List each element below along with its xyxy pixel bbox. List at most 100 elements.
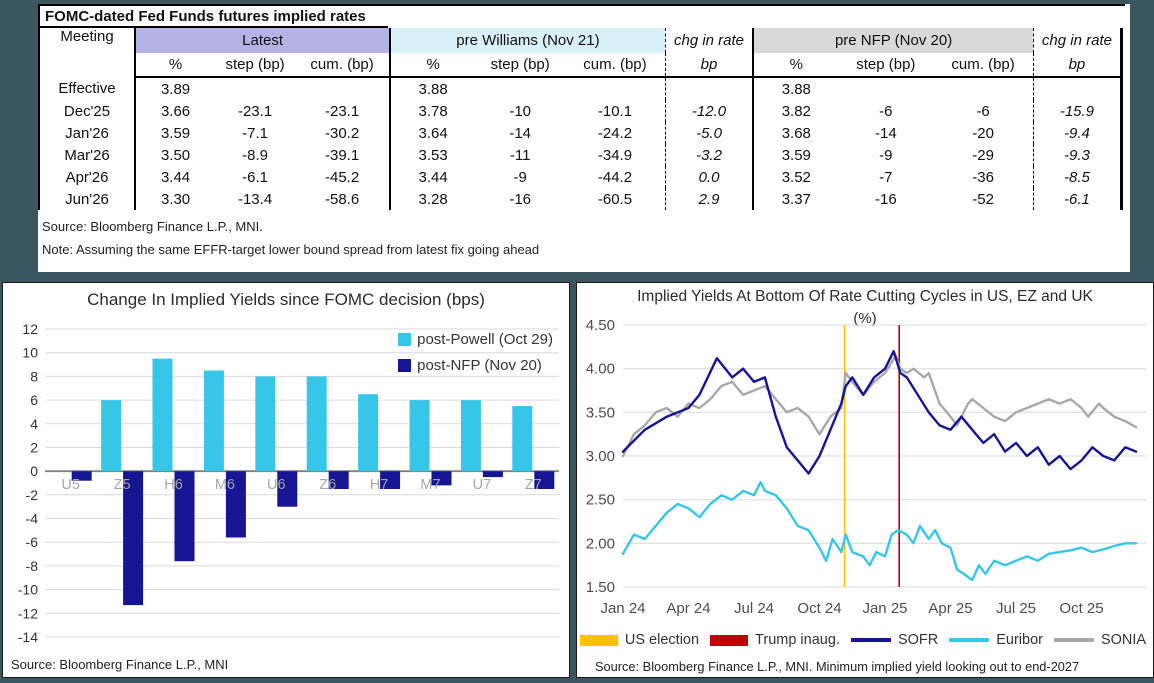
- rate-cutting-cycles-line-chart: Implied Yields At Bottom Of Rate Cutting…: [576, 282, 1154, 678]
- table-cell: [1032, 77, 1124, 100]
- svg-text:6: 6: [30, 392, 38, 408]
- table-cell: 3.37: [752, 188, 839, 210]
- table-cell: -44.2: [597, 168, 633, 186]
- col-group-pre-williams: pre Williams (Nov 21): [389, 28, 666, 53]
- table-cell: -10: [509, 102, 532, 120]
- table-cell: 3.44: [134, 166, 216, 188]
- table-cell: 3.59: [752, 144, 839, 166]
- table-row: Mar'26 3.50 -8.9 -39.1 3.53 -11 -34.9 -3.2 3.59 -…: [40, 144, 1124, 166]
- svg-text:Z5: Z5: [114, 477, 131, 493]
- svg-text:-10: -10: [18, 582, 38, 598]
- post-powell-swatch: [398, 333, 412, 346]
- table-cell: -52: [972, 190, 994, 208]
- table-cell: 3.44: [389, 166, 476, 188]
- table-cell: -23.1: [237, 102, 273, 120]
- line-chart-legend: US election Trump inaug. SOFR Euribor SO…: [577, 632, 1153, 648]
- sofr-swatch: [850, 638, 891, 642]
- meeting-cell: Jun'26: [65, 190, 109, 208]
- line-chart-title: Implied Yields At Bottom Of Rate Cutting…: [637, 288, 1093, 305]
- bar-post-nfp-U6: [277, 471, 298, 507]
- table-cell: -6.1: [242, 168, 268, 186]
- table-cell: 3.66: [134, 100, 216, 122]
- table-cell: -9.3: [1032, 144, 1124, 166]
- table-cell: -11: [509, 146, 531, 164]
- svg-text:H7: H7: [370, 477, 389, 493]
- bar-chart-legend: post-Powell (Oct 29) post-NFP (Nov 20): [398, 331, 553, 383]
- table-cell: -16: [874, 190, 897, 208]
- col-williams-pct: %: [389, 53, 476, 78]
- col-group-chg-nfp: chg in rate: [1032, 28, 1124, 53]
- euribor-line: [621, 480, 1138, 582]
- svg-text:12: 12: [22, 321, 38, 337]
- table-sub-header-row: % step (bp) cum. (bp) % step (bp) cum. (…: [40, 53, 1124, 78]
- col-williams-cum: cum. (bp): [565, 53, 666, 78]
- col-group-chg-williams: chg in rate: [664, 28, 754, 53]
- svg-text:4.50: 4.50: [586, 317, 615, 334]
- sonia-swatch: [1053, 638, 1094, 642]
- bar-post-powell-Z6: [306, 376, 327, 472]
- svg-text:3.00: 3.00: [586, 448, 615, 465]
- bar-post-powell-H7: [358, 394, 379, 472]
- legend-label-euribor: Euribor: [996, 632, 1043, 648]
- table-row: Dec'25 3.66 -23.1 -23.1 3.78 -10 -10.1 -12.0 3.8…: [40, 100, 1124, 122]
- bar-post-nfp-M7: [431, 471, 452, 486]
- table-cell: [295, 77, 390, 100]
- legend-label-sofr: SOFR: [897, 632, 939, 648]
- table-cell: -7.1: [242, 124, 268, 142]
- table-cell: -23.1: [325, 102, 360, 120]
- table-cell: -6: [879, 102, 893, 120]
- table-cell: 0.0: [664, 166, 754, 188]
- svg-text:Jul 24: Jul 24: [734, 600, 774, 617]
- svg-text:Jan 25: Jan 25: [862, 600, 907, 617]
- table-cell: 3.30: [134, 188, 216, 210]
- line-chart-axis-unit: (%): [853, 310, 877, 327]
- table-cell: [475, 77, 565, 100]
- bar-post-powell-U6: [255, 376, 276, 472]
- table-cell: -8.9: [242, 146, 268, 164]
- table-cell: -5.0: [664, 122, 754, 144]
- sonia-line: [621, 354, 1138, 458]
- table-row: Apr'26 3.44 -6.1 -45.2 3.44 -9 -44.2 0.0 3.52 -7 -…: [40, 166, 1124, 188]
- bar-post-powell-U7: [460, 400, 481, 472]
- svg-text:Z7: Z7: [525, 477, 542, 493]
- table-cell: 3.68: [752, 122, 839, 144]
- table-note: Note: Assuming the same EFFR-target lowe…: [42, 242, 540, 257]
- table-cell: -9: [513, 168, 527, 186]
- svg-text:4.00: 4.00: [586, 361, 615, 378]
- bar-post-powell-M7: [409, 400, 430, 472]
- svg-text:Apr 24: Apr 24: [666, 600, 710, 617]
- col-nfp-step: step (bp): [838, 53, 934, 78]
- svg-text:4: 4: [30, 416, 38, 432]
- sofr-line: [621, 350, 1138, 475]
- table-cell: -10.1: [597, 102, 633, 120]
- svg-text:-14: -14: [18, 629, 38, 645]
- svg-text:-12: -12: [18, 605, 38, 621]
- col-nfp-pct: %: [752, 53, 839, 78]
- svg-text:-6: -6: [26, 534, 39, 550]
- bar-post-nfp-U5: [71, 471, 92, 481]
- table-source: Source: Bloomberg Finance L.P., MNI.: [42, 219, 263, 234]
- trump-inaug-swatch: [710, 634, 749, 646]
- table-cell: 3.89: [134, 77, 216, 100]
- svg-text:M7: M7: [420, 477, 440, 493]
- table-row: Jan'26 3.59 -7.1 -30.2 3.64 -14 -24.2 -5.0 3.68 -…: [40, 122, 1124, 144]
- meeting-cell: Jan'26: [65, 124, 109, 142]
- legend-label-us-election: US election: [624, 632, 700, 648]
- table-row: Effective 3.89 3.88 3.88: [40, 77, 1124, 100]
- table-cell: -14: [874, 124, 897, 142]
- col-nfp-cum: cum. (bp): [933, 53, 1034, 78]
- fed-funds-table: Meeting Latest pre Williams (Nov 21) chg…: [40, 28, 1124, 210]
- table-cell: 3.53: [389, 144, 476, 166]
- legend-label: post-Powell (Oct 29): [417, 331, 553, 348]
- col-latest-pct: %: [134, 53, 216, 78]
- bar-post-powell-H6: [152, 358, 173, 472]
- table-cell: -20: [972, 124, 994, 142]
- table-cell: [838, 77, 933, 100]
- bar-post-nfp-U7: [482, 471, 503, 478]
- table-cell: -6: [976, 102, 990, 120]
- table-cell: 3.82: [752, 100, 839, 122]
- svg-text:Oct 25: Oct 25: [1059, 600, 1103, 617]
- col-chg-williams-bp: bp: [664, 53, 754, 78]
- col-header-meeting: Meeting: [60, 28, 114, 45]
- svg-text:M6: M6: [215, 477, 235, 493]
